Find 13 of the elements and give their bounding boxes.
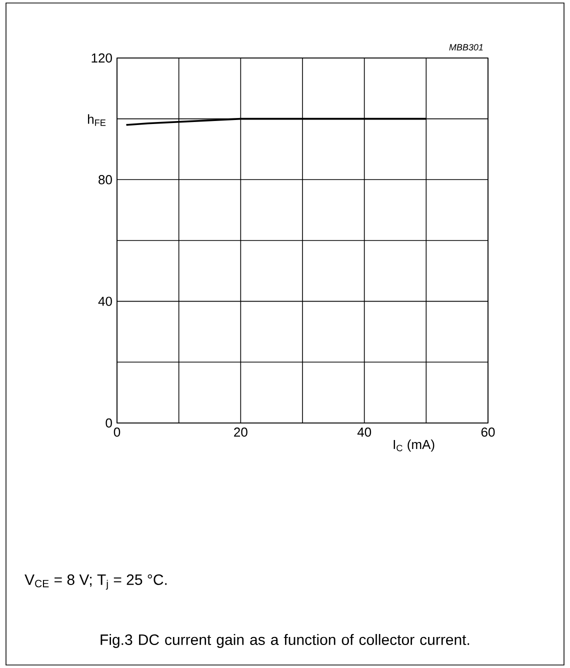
y-tick-label: 40 (98, 296, 112, 306)
x-tick-label: 60 (481, 428, 495, 437)
x-tick-label: 20 (234, 428, 248, 437)
x-tick-label: 0 (114, 428, 120, 437)
y-axis-title: h$_{FE}$ (88, 114, 106, 126)
y-tick-label: 0 (106, 418, 112, 428)
text: MBB301 (449, 44, 483, 50)
caption: Fig.3 DC current gain as a function of collector current. (100, 634, 470, 648)
text: V$_{CE}$ = 8 V; T$_{j}$ = 25 °C. (24, 574, 167, 590)
y-tick-label: 120 (92, 53, 112, 63)
x-tick-label: 40 (357, 428, 372, 437)
y-tick-label: 80 (98, 175, 112, 184)
x-axis-title: I$_{C}$ (mA) (394, 440, 434, 452)
